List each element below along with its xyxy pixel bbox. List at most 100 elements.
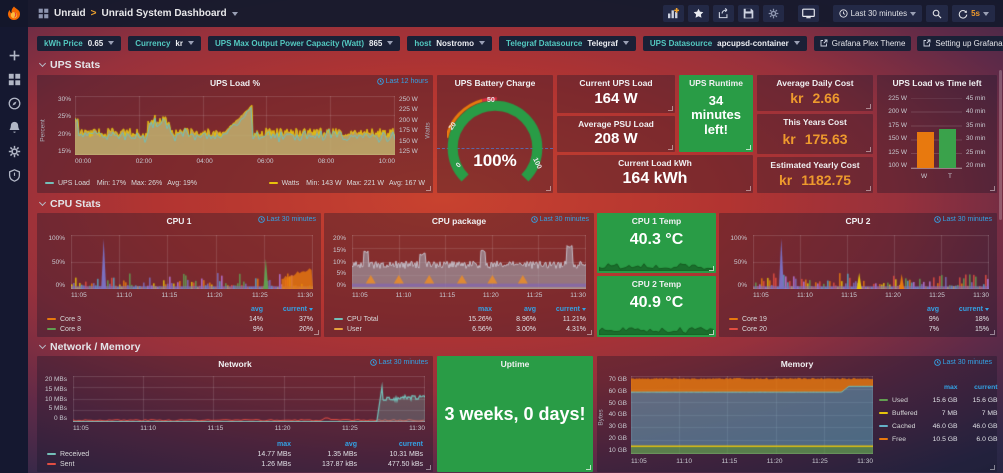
- panel-title[interactable]: Current UPS Load: [579, 78, 653, 88]
- variable-kwh-price[interactable]: kWh Price 0.65: [37, 35, 122, 51]
- sidebar-item-server-admin[interactable]: [7, 168, 22, 183]
- sort-column[interactable]: current: [263, 306, 313, 313]
- sidebar-item-alerting[interactable]: [7, 120, 22, 135]
- panel-title[interactable]: Average Daily Cost: [776, 78, 854, 88]
- legend-series[interactable]: User: [334, 326, 444, 333]
- star-button[interactable]: [687, 5, 709, 22]
- variable-value[interactable]: 0.65: [87, 38, 104, 48]
- y-axis-left: 100% 50% 0%: [48, 235, 65, 289]
- legend-series[interactable]: Core 20: [729, 326, 895, 333]
- page-scrollbar[interactable]: [999, 70, 1002, 220]
- dashboard-settings-button[interactable]: [762, 5, 784, 22]
- magnifier-icon: [932, 9, 942, 18]
- graph-plot[interactable]: [753, 235, 989, 289]
- graph-plot[interactable]: [75, 96, 395, 155]
- ups-load-graph[interactable]: [75, 96, 395, 155]
- panel-title[interactable]: Estimated Yearly Cost: [770, 160, 860, 170]
- chevron-down-icon: [187, 41, 194, 45]
- variable-value[interactable]: Telegraf: [587, 38, 618, 48]
- legend-series-ups-load[interactable]: UPS Load Min: 17% Max: 26% Avg: 19%: [45, 180, 197, 187]
- time-range-picker[interactable]: Last 30 minutes: [832, 5, 923, 22]
- panel-title[interactable]: CPU 2 Temp: [631, 279, 682, 289]
- tv-mode-button[interactable]: [797, 5, 819, 22]
- variable-ups-datasource[interactable]: UPS Datasource apcupsd-container: [642, 35, 807, 51]
- sidebar-item-create[interactable]: [7, 48, 22, 63]
- link-ups-monitoring-guide[interactable]: Setting up Grafana and InfluxDB for UPS …: [917, 35, 1003, 51]
- panel-title[interactable]: Current Load kWh: [618, 158, 692, 168]
- cpu-package-graph[interactable]: [352, 235, 586, 289]
- share-button[interactable]: [712, 5, 734, 22]
- legend-series[interactable]: Core 3: [47, 316, 219, 323]
- legend-series[interactable]: Free: [879, 436, 918, 443]
- legend-series[interactable]: Received: [47, 451, 221, 458]
- refresh-picker[interactable]: 5s: [952, 5, 995, 22]
- panel-title[interactable]: Average PSU Load: [578, 119, 654, 129]
- breadcrumb-app[interactable]: Unraid: [54, 8, 86, 19]
- legend-series[interactable]: Buffered: [879, 410, 918, 417]
- row-header-ups-stats[interactable]: UPS Stats: [38, 59, 100, 71]
- variable-value[interactable]: 865: [369, 38, 383, 48]
- cpu1-graph[interactable]: [71, 235, 313, 289]
- panel-title[interactable]: UPS Runtime: [689, 78, 743, 88]
- panel-title[interactable]: Memory: [780, 359, 814, 369]
- row-header-network-memory[interactable]: Network / Memory: [38, 341, 140, 353]
- legend-series[interactable]: Core 8: [47, 326, 219, 333]
- sidebar-item-configuration[interactable]: [7, 144, 22, 159]
- panel-ups-runtime: UPS Runtime 34 minutes left!: [679, 75, 753, 152]
- bar-time[interactable]: [939, 128, 956, 168]
- sidebar-item-dashboards[interactable]: [7, 72, 22, 87]
- panel-timerange[interactable]: Last 30 minutes: [257, 216, 316, 223]
- grafana-logo-icon[interactable]: [0, 0, 28, 27]
- variable-value[interactable]: kr: [175, 38, 183, 48]
- bar-chart-plot[interactable]: [911, 98, 962, 169]
- legend-series[interactable]: CPU Total: [334, 316, 444, 323]
- panel-title[interactable]: This Years Cost: [783, 117, 847, 127]
- variable-ups-max-output[interactable]: UPS Max Output Power Capacity (Watt) 865: [207, 35, 401, 51]
- variable-currency[interactable]: Currency kr: [128, 35, 201, 51]
- add-panel-button[interactable]: [662, 5, 684, 22]
- panel-title[interactable]: CPU 1 Temp: [631, 216, 682, 226]
- panel-title[interactable]: UPS Battery Charge: [454, 78, 536, 88]
- legend-series[interactable]: Sent: [47, 461, 221, 468]
- graph-plot[interactable]: [631, 376, 873, 454]
- zoom-out-button[interactable]: [926, 5, 949, 22]
- x-axis: 11:05 11:10 11:15 11:20 11:25 11:30: [73, 425, 425, 432]
- graph-plot[interactable]: [352, 235, 586, 289]
- cpu2-graph[interactable]: [753, 235, 989, 289]
- panel-timerange[interactable]: Last 12 hours: [376, 78, 428, 85]
- variable-telegraf-datasource[interactable]: Telegraf Datasource Telegraf: [499, 35, 636, 51]
- variable-value[interactable]: Nostromo: [436, 38, 475, 48]
- panel-title[interactable]: Uptime: [500, 359, 530, 369]
- memory-graph[interactable]: [631, 376, 873, 454]
- graph-plot[interactable]: [73, 376, 425, 422]
- row-header-cpu-stats[interactable]: CPU Stats: [38, 198, 101, 210]
- network-graph[interactable]: [73, 376, 425, 422]
- dashboard-title[interactable]: Unraid System Dashboard: [101, 8, 227, 19]
- legend: avg current Core 19 9% 18% Core 20 7% 15%: [729, 306, 989, 333]
- sort-column[interactable]: current: [536, 306, 586, 313]
- variable-host[interactable]: host Nostromo: [407, 35, 493, 51]
- sidebar-item-explore[interactable]: [7, 96, 22, 111]
- panel-title[interactable]: Network: [218, 359, 252, 369]
- panel-timerange[interactable]: Last 30 minutes: [530, 216, 589, 223]
- panel-title[interactable]: UPS Load %: [209, 78, 261, 88]
- chevron-down-icon[interactable]: [231, 11, 238, 16]
- panel-timerange[interactable]: Last 30 minutes: [933, 359, 992, 366]
- panel-title[interactable]: CPU 1: [166, 216, 192, 226]
- link-grafana-plex-theme[interactable]: Grafana Plex Theme: [813, 35, 912, 51]
- legend-series[interactable]: Cached: [879, 423, 918, 430]
- legend-series[interactable]: Core 19: [729, 316, 895, 323]
- panel-timerange[interactable]: Last 30 minutes: [933, 216, 992, 223]
- legend-series[interactable]: Used: [879, 397, 918, 404]
- panel-title[interactable]: UPS Load vs Time left: [892, 78, 982, 88]
- sort-column[interactable]: current: [939, 306, 989, 313]
- graph-plot[interactable]: [71, 235, 313, 289]
- variable-value[interactable]: apcupsd-container: [717, 38, 789, 48]
- panel-title[interactable]: CPU package: [431, 216, 487, 226]
- save-button[interactable]: [737, 5, 759, 22]
- panel-timerange[interactable]: Last 30 minutes: [369, 359, 428, 366]
- panel-title[interactable]: CPU 2: [845, 216, 871, 226]
- legend-series-watts[interactable]: Watts Min: 143 W Max: 221 W Avg: 167 W: [268, 180, 425, 187]
- bar-watts[interactable]: [917, 132, 934, 168]
